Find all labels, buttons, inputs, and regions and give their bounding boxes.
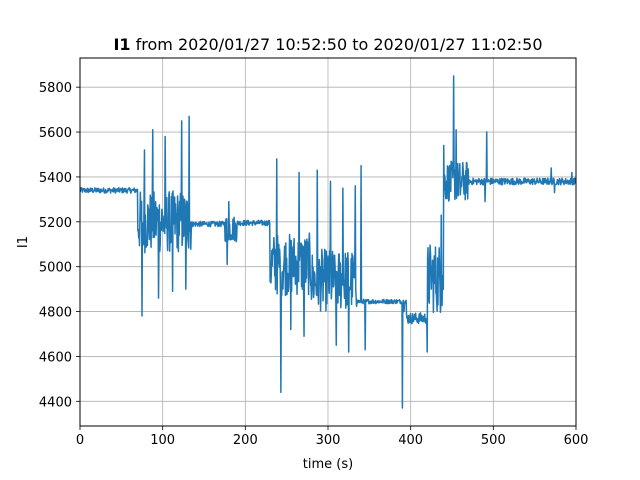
series-line-i1 xyxy=(80,75,576,409)
y-tick-label: 5000 xyxy=(39,261,72,276)
y-tick-label: 4600 xyxy=(39,350,72,365)
chart-title-rest: from 2020/01/27 10:52:50 to 2020/01/27 1… xyxy=(131,35,543,54)
x-tick-label: 200 xyxy=(233,433,258,448)
y-axis: 4400 4600 4800 5000 5200 5400 5600 5800 xyxy=(39,81,80,410)
x-axis: 0 100 200 300 400 500 600 xyxy=(76,426,589,448)
x-tick-label: 400 xyxy=(398,433,423,448)
x-tick-label: 600 xyxy=(564,433,589,448)
x-tick-label: 0 xyxy=(76,433,84,448)
y-tick-label: 4400 xyxy=(39,395,72,410)
y-tick-label: 5800 xyxy=(39,81,72,96)
x-tick-label: 300 xyxy=(316,433,341,448)
x-axis-label: time (s) xyxy=(303,457,353,472)
x-tick-label: 500 xyxy=(481,433,506,448)
y-tick-label: 5400 xyxy=(39,171,72,186)
y-tick-label: 5200 xyxy=(39,216,72,231)
chart-title: I1 from 2020/01/27 10:52:50 to 2020/01/2… xyxy=(113,35,542,54)
chart-title-bold: I1 xyxy=(113,35,130,54)
y-axis-label: I1 xyxy=(16,236,31,248)
y-tick-label: 5600 xyxy=(39,126,72,141)
x-tick-label: 100 xyxy=(150,433,175,448)
series-layer xyxy=(80,75,576,409)
y-tick-label: 4800 xyxy=(39,306,72,321)
